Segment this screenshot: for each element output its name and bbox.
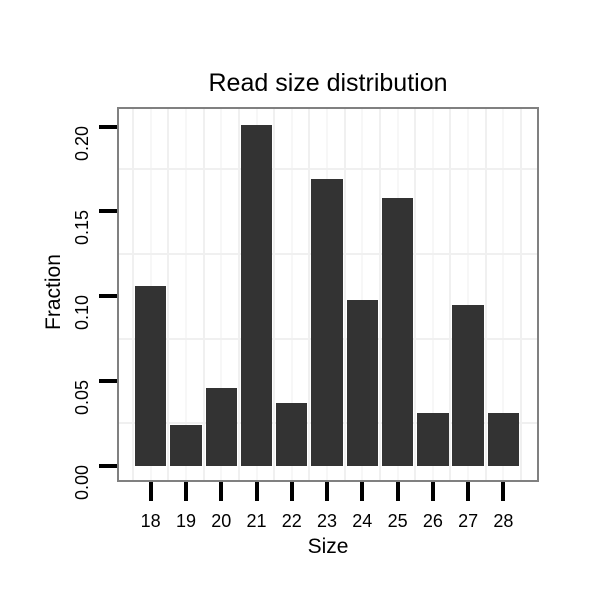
bar-size-25 — [381, 197, 414, 466]
major-vertical-gridline — [220, 109, 223, 480]
minor-vertical-gridline — [308, 109, 311, 480]
x-axis-tick — [148, 482, 153, 501]
x-tick-label: 28 — [493, 511, 514, 531]
y-tick-label: 0.00 — [72, 464, 92, 500]
minor-vertical-gridline — [414, 109, 417, 480]
x-tick-label: 26 — [422, 511, 443, 531]
bar-size-23 — [311, 179, 343, 466]
minor-vertical-gridline — [237, 109, 240, 480]
x-axis-tick — [254, 482, 259, 501]
y-tick-label: 0.05 — [72, 379, 92, 415]
major-vertical-gridline — [184, 109, 187, 480]
y-axis-tick — [99, 378, 117, 383]
y-tick-label: 0.10 — [72, 295, 92, 331]
x-axis-tick — [360, 482, 365, 501]
x-axis-tick — [219, 482, 224, 501]
major-vertical-gridline — [431, 109, 434, 480]
bar-size-21 — [240, 125, 273, 466]
y-axis-title: Fraction — [42, 254, 65, 330]
y-tick-label: 0.15 — [72, 210, 92, 246]
bar-size-19 — [170, 425, 202, 466]
chart-title: Read size distribution — [208, 69, 448, 97]
major-vertical-gridline — [361, 109, 364, 480]
x-axis-tick — [430, 482, 435, 501]
minor-vertical-gridline — [484, 109, 487, 480]
x-axis-tick — [466, 482, 471, 501]
bar-size-28 — [487, 413, 520, 466]
x-tick-label: 21 — [246, 511, 267, 531]
x-axis-tick — [325, 482, 330, 501]
x-tick-label: 19 — [175, 511, 196, 531]
minor-vertical-gridline — [449, 109, 452, 480]
x-tick-label: 27 — [458, 511, 479, 531]
minor-vertical-gridline — [520, 109, 523, 480]
x-axis-title: Size — [307, 535, 349, 558]
bar-size-27 — [452, 304, 484, 466]
bar-size-18 — [135, 286, 167, 466]
y-axis-tick — [99, 124, 117, 129]
bar-size-22 — [276, 402, 308, 466]
x-axis-tick — [395, 482, 400, 501]
minor-vertical-gridline — [273, 109, 276, 480]
major-vertical-gridline — [467, 109, 470, 480]
major-vertical-gridline — [502, 109, 505, 480]
x-axis-tick — [183, 482, 188, 501]
minor-vertical-gridline — [378, 109, 381, 480]
x-axis-tick — [289, 482, 294, 501]
x-tick-label: 23 — [317, 511, 338, 531]
y-tick-label: 0.20 — [72, 125, 92, 161]
x-tick-label: 24 — [352, 511, 373, 531]
plot-panel — [117, 107, 539, 482]
x-tick-label: 20 — [211, 511, 232, 531]
y-axis-tick — [99, 294, 117, 299]
minor-vertical-gridline — [132, 109, 135, 480]
x-axis-tick — [501, 482, 506, 501]
x-tick-label: 18 — [140, 511, 161, 531]
bar-size-26 — [417, 413, 449, 466]
minor-vertical-gridline — [343, 109, 346, 480]
x-tick-label: 22 — [281, 511, 302, 531]
minor-vertical-gridline — [167, 109, 170, 480]
minor-vertical-gridline — [202, 109, 205, 480]
y-axis-tick — [99, 209, 117, 214]
minor-horizontal-gridline — [119, 168, 537, 171]
y-axis-tick — [99, 463, 117, 468]
major-vertical-gridline — [290, 109, 293, 480]
x-tick-label: 25 — [387, 511, 408, 531]
bar-size-24 — [346, 299, 378, 466]
bar-size-20 — [205, 387, 237, 466]
